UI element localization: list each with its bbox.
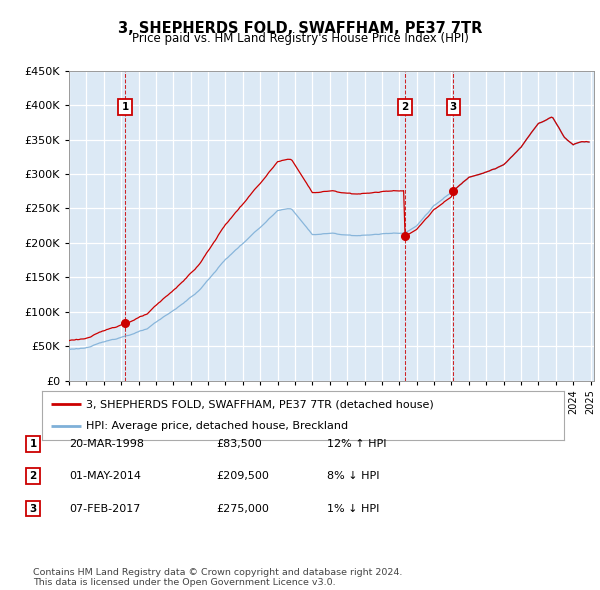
Text: 01-MAY-2014: 01-MAY-2014: [69, 471, 141, 481]
Text: £209,500: £209,500: [216, 471, 269, 481]
Text: 3, SHEPHERDS FOLD, SWAFFHAM, PE37 7TR: 3, SHEPHERDS FOLD, SWAFFHAM, PE37 7TR: [118, 21, 482, 35]
Text: 1: 1: [29, 439, 37, 448]
Text: 07-FEB-2017: 07-FEB-2017: [69, 504, 140, 513]
Text: 20-MAR-1998: 20-MAR-1998: [69, 439, 144, 448]
Text: Price paid vs. HM Land Registry's House Price Index (HPI): Price paid vs. HM Land Registry's House …: [131, 32, 469, 45]
Text: Contains HM Land Registry data © Crown copyright and database right 2024.
This d: Contains HM Land Registry data © Crown c…: [33, 568, 403, 587]
Text: HPI: Average price, detached house, Breckland: HPI: Average price, detached house, Brec…: [86, 421, 349, 431]
Text: 3: 3: [449, 102, 457, 112]
Text: 2: 2: [29, 471, 37, 481]
Text: £275,000: £275,000: [216, 504, 269, 513]
Text: 2: 2: [401, 102, 409, 112]
Text: 12% ↑ HPI: 12% ↑ HPI: [327, 439, 386, 448]
Text: 8% ↓ HPI: 8% ↓ HPI: [327, 471, 380, 481]
Text: 1: 1: [121, 102, 128, 112]
Text: 3, SHEPHERDS FOLD, SWAFFHAM, PE37 7TR (detached house): 3, SHEPHERDS FOLD, SWAFFHAM, PE37 7TR (d…: [86, 399, 434, 409]
Text: 3: 3: [29, 504, 37, 513]
Text: £83,500: £83,500: [216, 439, 262, 448]
Text: 1% ↓ HPI: 1% ↓ HPI: [327, 504, 379, 513]
